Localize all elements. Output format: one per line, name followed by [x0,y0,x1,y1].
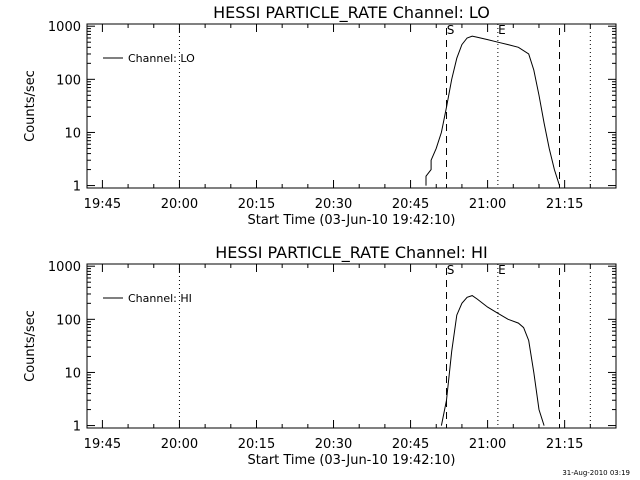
x-axis-label: Start Time (03-Jun-10 19:42:10) [248,213,456,228]
chart-title: HESSI PARTICLE_RATE Channel: LO [213,3,490,23]
y-tick-label: 1000 [48,260,81,275]
x-tick-label: 20:30 [315,197,352,212]
x-tick-label: 20:00 [161,197,198,212]
marker-e: E [498,263,506,277]
y-tick-label: 100 [56,313,81,328]
legend-label: Channel: LO [128,52,195,65]
x-tick-label: 20:45 [392,197,429,212]
marker-s: S [447,263,455,277]
x-tick-label: 20:00 [161,437,198,452]
y-tick-label: 100 [56,73,81,88]
y-tick-label: 1000 [48,20,81,35]
series-line [425,35,560,186]
marker-e: E [498,23,506,37]
x-tick-label: 21:15 [546,437,583,452]
y-tick-label: 1 [73,420,81,435]
x-tick-label: 21:15 [546,197,583,212]
x-tick-label: 20:15 [238,437,275,452]
x-tick-label: 21:00 [469,437,506,452]
x-tick-label: 20:15 [238,197,275,212]
x-axis-label: Start Time (03-Jun-10 19:42:10) [248,453,456,468]
x-tick-label: 20:45 [392,437,429,452]
marker-s: S [447,23,455,37]
x-tick-label: 20:30 [315,437,352,452]
x-tick-label: 21:00 [469,197,506,212]
chart-title: HESSI PARTICLE_RATE Channel: HI [215,243,488,263]
x-tick-label: 19:45 [84,437,121,452]
plot-frame [86,263,617,429]
y-axis-label: Counts/sec [23,70,38,142]
plot-frame [86,23,617,189]
x-tick-label: 19:45 [84,197,121,212]
timestamp: 31-Aug-2010 03:19 [562,469,630,477]
y-tick-label: 1 [73,180,81,195]
y-axis-label: Counts/sec [23,310,38,382]
series-line [440,295,545,426]
y-tick-label: 10 [64,126,81,141]
y-tick-label: 10 [64,366,81,381]
legend-label: Channel: HI [128,292,192,305]
